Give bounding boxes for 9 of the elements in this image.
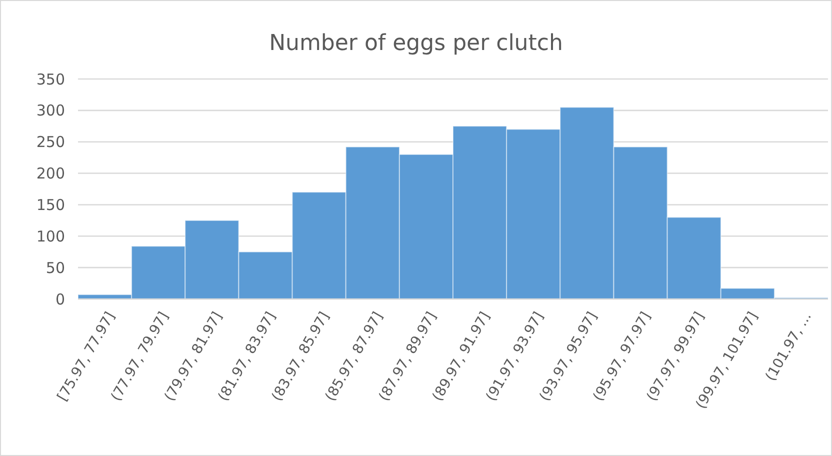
y-tick-label: 50: [46, 258, 65, 277]
chart-title: Number of eggs per clutch: [269, 31, 563, 56]
y-tick-label: 0: [55, 290, 65, 308]
y-tick-label: 150: [36, 196, 65, 214]
y-tick-label: 300: [36, 102, 65, 120]
y-tick-label: 250: [36, 133, 65, 152]
y-tick-label: 200: [36, 164, 65, 183]
y-tick-label: 100: [36, 227, 65, 246]
y-tick-label: 350: [36, 70, 65, 88]
